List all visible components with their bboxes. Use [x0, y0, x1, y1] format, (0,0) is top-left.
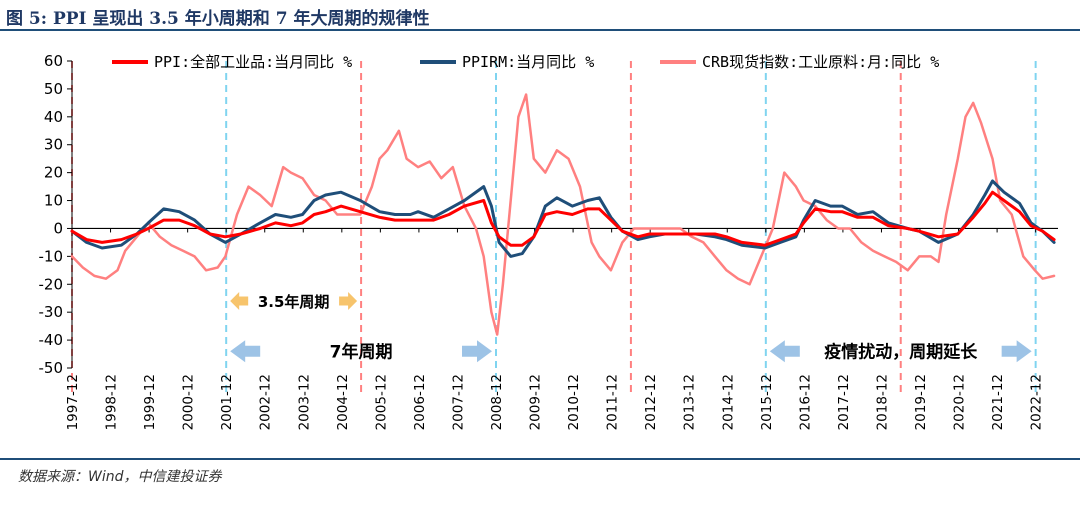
series-line-1 — [70, 179, 1056, 258]
x-tick-label-4: 2001-12 — [219, 374, 235, 430]
bottom-rule — [0, 458, 1080, 460]
x-tick-label-22: 2019-12 — [913, 374, 929, 430]
annotation-arrow-right-0 — [339, 292, 358, 311]
x-tick-label-24: 2021-12 — [990, 374, 1006, 430]
x-tick-label-25: 2022-12 — [1029, 374, 1045, 430]
annotation-label-1: 7年周期 — [330, 341, 393, 362]
x-tick-label-23: 2020-12 — [952, 374, 968, 430]
y-tick-label-6: 0 — [53, 219, 63, 237]
source-note: 数据来源：Wind，中信建投证券 — [18, 469, 222, 485]
x-tick-label-8: 2005-12 — [373, 374, 389, 430]
annotation-arrow-left-2 — [769, 340, 800, 363]
y-tick-label-5: 10 — [44, 192, 63, 210]
x-tick-label-9: 2006-12 — [412, 374, 428, 430]
x-tick-label-0: 1997-12 — [65, 374, 81, 430]
annotation-arrow-right-2 — [1001, 340, 1032, 363]
x-tick-label-2: 1999-12 — [142, 374, 158, 430]
y-tick-label-10: -40 — [39, 331, 64, 349]
x-tick-label-3: 2000-12 — [181, 374, 197, 430]
x-tick-label-14: 2011-12 — [605, 374, 621, 430]
x-tick-label-19: 2016-12 — [797, 374, 813, 430]
x-tick-label-21: 2018-12 — [874, 374, 890, 430]
annotation-arrow-left-0 — [230, 292, 249, 311]
y-tick-label-3: 30 — [44, 136, 63, 154]
annotation-label-0: 3.5年周期 — [258, 293, 330, 311]
x-tick-label-11: 2008-12 — [489, 374, 505, 430]
y-tick-label-11: -50 — [39, 359, 64, 377]
x-tick-label-15: 2012-12 — [643, 374, 659, 430]
y-tick-label-0: 60 — [44, 52, 63, 70]
top-rule — [0, 29, 1080, 31]
y-tick-label-8: -20 — [39, 275, 64, 293]
annotation-label-2: 疫情扰动，周期延长 — [824, 341, 978, 362]
y-tick-label-9: -30 — [39, 303, 64, 321]
annotations: 3.5年周期 7年周期 疫情扰动，周期延长 — [230, 292, 1032, 363]
y-tick-label-7: -10 — [39, 247, 64, 265]
figure-title: 图 5: PPI 呈现出 3.5 年小周期和 7 年大周期的规律性 — [6, 9, 430, 29]
x-tick-label-16: 2013-12 — [682, 374, 698, 430]
x-tick-label-7: 2004-12 — [335, 374, 351, 430]
x-tick-label-10: 2007-12 — [450, 374, 466, 430]
x-tick-label-6: 2003-12 — [296, 374, 312, 430]
legend-label-2: CRB现货指数:工业原料:月:同比 % — [702, 53, 939, 71]
legend-label-0: PPI:全部工业品:当月同比 % — [154, 53, 352, 71]
series-line-0 — [70, 190, 1056, 247]
y-tick-label-4: 20 — [44, 164, 63, 182]
y-tick-label-2: 40 — [44, 108, 63, 126]
x-tick-label-18: 2015-12 — [759, 374, 775, 430]
legend-label-1: PPIRM:当月同比 % — [462, 53, 594, 71]
series-lines — [70, 93, 1056, 336]
y-tick-label-1: 50 — [44, 80, 63, 98]
x-tick-label-5: 2002-12 — [258, 374, 274, 430]
x-tick-label-12: 2009-12 — [528, 374, 544, 430]
annotation-arrow-left-1 — [230, 340, 261, 363]
x-tick-label-1: 1998-12 — [104, 374, 120, 430]
series-line-2 — [70, 93, 1056, 336]
annotation-arrow-right-1 — [462, 340, 493, 363]
x-tick-label-20: 2017-12 — [836, 374, 852, 430]
x-tick-label-17: 2014-12 — [720, 374, 736, 430]
legend: PPI:全部工业品:当月同比 % PPIRM:当月同比 % CRB现货指数:工业原料… — [112, 53, 939, 71]
x-tick-label-13: 2010-12 — [566, 374, 582, 430]
